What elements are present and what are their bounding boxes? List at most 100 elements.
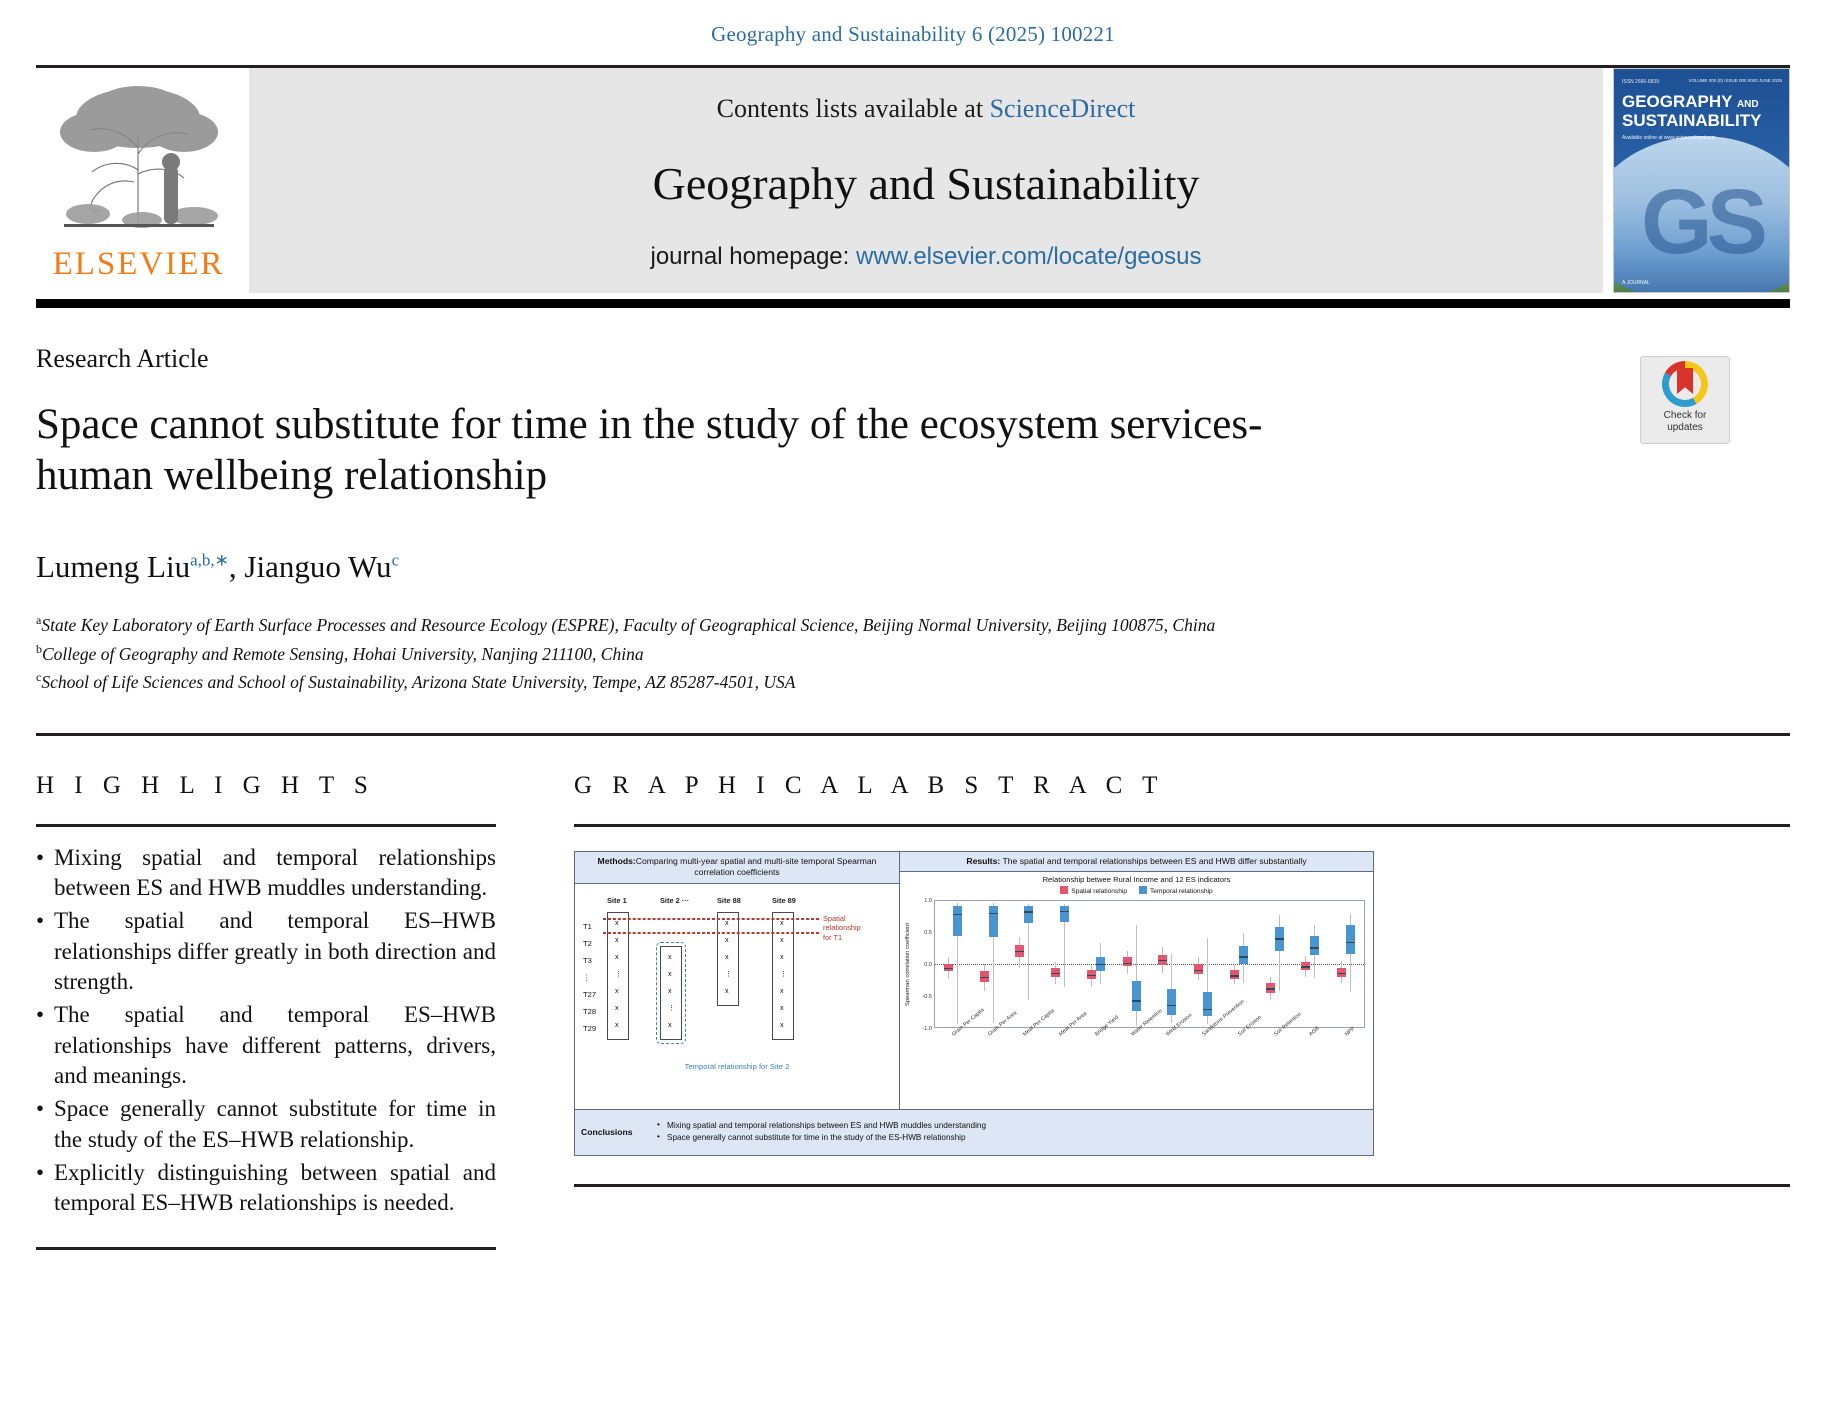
matrix-cell: x (615, 917, 619, 927)
contents-line: Contents lists available at ScienceDirec… (717, 94, 1136, 124)
bullet-icon: • (36, 844, 45, 870)
x-axis-tick-label-1: Grain Per Area (986, 1010, 1018, 1038)
matrix-cell: x (725, 985, 729, 995)
ga-methods-panel: Methods:Comparing multi-year spatial and… (575, 851, 900, 1109)
matrix-cell: ⋮ (615, 968, 623, 978)
cover-title: GEOGRAPHY AND SUSTAINABILITY (1622, 92, 1783, 130)
methods-diagram-canvas: Site 1 Site 2 ··· Site 88 Site 89 T1 T2 T3 ⋮ T27… (575, 884, 899, 1109)
time-row-label-4: T27 (583, 989, 597, 999)
article-bottom-rule (36, 732, 1790, 736)
journal-cover-thumbnail[interactable]: GS ISSN 2666-6839 GEOGRAPHY AND SUSTAINA… (1613, 68, 1790, 293)
bullet-icon: • (36, 1096, 45, 1122)
running-head: Geography and Sustainability 6 (2025) 10… (711, 22, 1115, 46)
highlight-text: The spatial and temporal ES–HWB relation… (54, 908, 496, 994)
chart-legend: Spatial relationship Temporal relationsh… (900, 886, 1373, 895)
legend-entry-temporal: Temporal relationship (1139, 886, 1213, 895)
x-axis-tick-label-9: Soil Retention (1272, 1011, 1303, 1038)
highlight-text: Mixing spatial and temporal relationship… (54, 844, 496, 900)
matrix-cell: x (668, 951, 672, 961)
cover-title-and: AND (1736, 99, 1759, 110)
graphical-abstract-figure[interactable]: Methods:Comparing multi-year spatial and… (574, 850, 1374, 1156)
author-list: Lumeng Liua,b,∗, Jianguo Wuc (36, 549, 1790, 585)
site-header-2: Site 88 (717, 895, 741, 905)
x-axis-tick-label-3: Meat Per Area (1058, 1010, 1089, 1038)
site-column-box-3 (772, 911, 794, 1040)
cover-issn-tiny: ISSN 2666-6839 (1622, 79, 1659, 85)
affiliation-marker-1: b (36, 641, 42, 656)
ga-results-banner-label: Results: (966, 855, 1001, 866)
crossmark-line1: Check for (1663, 410, 1707, 421)
ga-top-row: Methods:Comparing multi-year spatial and… (575, 851, 1373, 1110)
bullet-icon: • (36, 908, 45, 934)
sciencedirect-link[interactable]: ScienceDirect (989, 94, 1136, 123)
highlight-text: The spatial and temporal ES–HWB relation… (54, 1002, 496, 1089)
time-row-label-6: T29 (583, 1023, 597, 1033)
highlight-text: Space generally cannot substitute for ti… (54, 1096, 496, 1152)
chart-plot-area: 1.0 0.5 0.0 -0.5 -1.0 Grain Per Capita Grain P… (922, 898, 1365, 1038)
author-name-1[interactable]: Jianguo Wu (244, 549, 392, 585)
site-header-1: Site 2 ··· (660, 895, 690, 905)
graphical-abstract-bottom-rule (574, 1183, 1790, 1187)
y-axis-tick-4: -1.0 (922, 1026, 932, 1033)
ga-methods-diagram: Site 1 Site 2 ··· Site 88 Site 89 T1 T2 T3 ⋮ T27… (575, 884, 899, 1109)
matrix-cell: x (668, 985, 672, 995)
ga-results-banner: Results: The spatial and temporal relati… (900, 851, 1373, 873)
site-column-box-0 (607, 911, 629, 1040)
legend-label-spatial: Spatial relationship (1071, 888, 1128, 896)
author-separator: , (228, 549, 245, 585)
graphical-abstract-figure-wrap: Methods:Comparing multi-year spatial and… (574, 827, 1790, 1187)
affiliation-text-2: School of Life Sciences and School of Su… (41, 672, 796, 693)
journal-homepage-link[interactable]: www.elsevier.com/locate/geosus (855, 243, 1202, 270)
bullet-icon: • (36, 1002, 45, 1028)
bullet-icon: • (36, 1160, 45, 1186)
masthead-top-rule (36, 65, 1790, 68)
conclusion-item: Mixing spatial and temporal relationship… (657, 1119, 986, 1132)
ga-methods-banner: Methods:Comparing multi-year spatial and… (575, 851, 899, 884)
matrix-cell: x (780, 917, 784, 927)
cover-subtitle: Available online at www.sciencedirect.co… (1622, 135, 1716, 142)
ga-conclusions-panel: Conclusions Mixing spatial and temporal … (575, 1109, 1373, 1155)
elsevier-tree-icon (60, 86, 218, 228)
affiliation-text-1: College of Geography and Remote Sensing,… (42, 643, 644, 664)
time-row-label-2: T3 (583, 955, 592, 965)
affiliation-text-0: State Key Laboratory of Earth Surface Pr… (41, 615, 1216, 636)
conclusion-item: Space generally cannot substitute for ti… (657, 1131, 986, 1144)
chart-y-axis-label: Spearman correlation coefficient (905, 922, 911, 1006)
conclusions-label: Conclusions (581, 1127, 633, 1137)
journal-masthead: ELSEVIER Contents lists available at Sci… (36, 68, 1790, 293)
site-header-0: Site 1 (607, 895, 627, 905)
author-name-0[interactable]: Lumeng Liu (36, 549, 191, 585)
matrix-cell: ⋮ (668, 1002, 676, 1012)
y-axis-tick-2: 0.0 (924, 962, 932, 969)
highlight-text: Explicitly distinguishing between spatia… (54, 1160, 496, 1216)
crossmark-badge[interactable]: Check for updates (1640, 356, 1730, 444)
author-sup-1: c (391, 551, 400, 571)
spatial-bracket-bottom (603, 931, 819, 934)
ga-methods-banner-label: Methods: (597, 855, 636, 866)
matrix-cell: x (780, 1002, 784, 1012)
journal-title: Geography and Sustainability (652, 158, 1200, 209)
elsevier-wordmark: ELSEVIER (52, 246, 225, 282)
site-column-box-2 (717, 911, 739, 1006)
homepage-prefix: journal homepage: (650, 243, 856, 270)
matrix-cell: x (780, 1019, 784, 1029)
x-axis-tick-label-4: Bridge Yield (1093, 1014, 1120, 1038)
time-row-label-0: T1 (583, 921, 592, 931)
highlights-bottom-rule (36, 1246, 496, 1250)
spatial-relationship-note: Spatial relationship for T1 (823, 913, 861, 942)
page-title: Space cannot substitute for time in the … (36, 401, 1263, 499)
journal-homepage-line: journal homepage: www.elsevier.com/locat… (651, 243, 1202, 271)
list-item: • Space generally cannot substitute for … (36, 1094, 496, 1155)
crossmark-line2: updates (1667, 421, 1703, 433)
cover-title-line2: SUSTAINABILITY (1622, 111, 1762, 131)
matrix-cell: ⋮ (780, 968, 788, 978)
article-type: Research Article (36, 344, 209, 373)
affiliation-marker-0: a (36, 613, 42, 628)
legend-swatch-spatial (1060, 886, 1069, 895)
highlights-heading-rule (36, 823, 496, 827)
x-axis-tick-label-11: NPP (1344, 1025, 1357, 1038)
x-axis-tick-label-10: AGB (1308, 1025, 1321, 1038)
spatial-bracket-top (603, 917, 819, 920)
matrix-cell: x (780, 985, 784, 995)
matrix-cell: x (615, 985, 619, 995)
